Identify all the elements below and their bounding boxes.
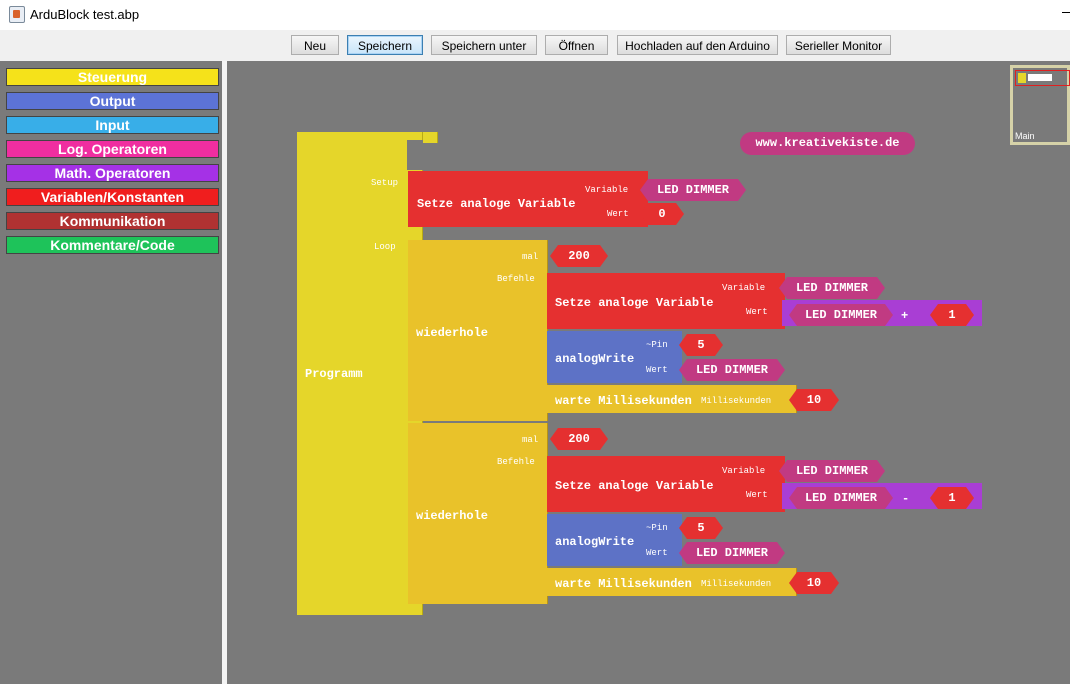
window-title: ArduBlock test.abp — [30, 7, 140, 22]
write-value-2[interactable]: LED DIMMER — [679, 542, 785, 564]
setup-variable-label: Variable — [585, 185, 629, 195]
repeat-title-1: wiederhole — [416, 326, 489, 340]
toolbar: Neu Speichern Speichern unter Öffnen Hoc… — [0, 30, 1070, 60]
category-output[interactable]: Output — [6, 92, 219, 110]
category-input[interactable]: Input — [6, 116, 219, 134]
repeat-block-2[interactable] — [408, 423, 548, 604]
ms-value-1[interactable]: 10 — [789, 389, 839, 411]
minimap-label: Main — [1015, 131, 1035, 141]
set-variable-title-2: Setze analoge Variable — [555, 479, 714, 493]
pin-label-2: ~Pin — [646, 523, 668, 533]
save-as-button[interactable]: Speichern unter — [431, 35, 537, 55]
ms-label-2: Millisekunden — [701, 579, 772, 589]
workspace-minimap[interactable]: Main — [1010, 65, 1070, 145]
program-block[interactable] — [297, 132, 423, 615]
setup-set-variable-block[interactable] — [408, 171, 648, 227]
new-button[interactable]: Neu — [291, 35, 339, 55]
pin-label-1: ~Pin — [646, 340, 668, 350]
repeat-times-label-1: mal — [522, 252, 539, 262]
category-log-operatoren[interactable]: Log. Operatoren — [6, 140, 219, 158]
ms-label-1: Millisekunden — [701, 396, 772, 406]
set-variable-block-2[interactable] — [547, 456, 785, 512]
repeat-times-label-2: mal — [522, 435, 539, 445]
set-variable-name-2[interactable]: LED DIMMER — [779, 460, 885, 482]
serial-monitor-button[interactable]: Serieller Monitor — [786, 35, 891, 55]
set-variable-block-1[interactable] — [547, 273, 785, 329]
ms-value-2[interactable]: 10 — [789, 572, 839, 594]
split-pane-divider[interactable] — [222, 61, 227, 684]
wait-title-2: warte Millisekunden — [555, 577, 692, 591]
expr-variable-1[interactable]: LED DIMMER — [789, 304, 893, 326]
program-label: Programm — [305, 367, 363, 381]
setup-value-number[interactable]: 0 — [640, 203, 684, 225]
setup-variable-name[interactable]: LED DIMMER — [640, 179, 746, 201]
analog-write-block-2[interactable] — [547, 514, 682, 566]
set-variable-title-1: Setze analoge Variable — [555, 296, 714, 310]
wait-block-1[interactable] — [547, 385, 797, 413]
set-value-label-1: Wert — [746, 307, 768, 317]
repeat-commands-label-1: Befehle — [497, 274, 535, 284]
analog-write-title-2: analogWrite — [555, 535, 635, 549]
category-kommentare-code[interactable]: Kommentare/Code — [6, 236, 219, 254]
expr-operator-2[interactable]: - — [902, 492, 910, 506]
java-app-icon — [9, 6, 25, 23]
save-button[interactable]: Speichern — [347, 35, 423, 55]
set-variable-label-1: Variable — [722, 283, 766, 293]
pin-number-2[interactable]: 5 — [679, 517, 723, 539]
set-variable-label-2: Variable — [722, 466, 766, 476]
repeat-times-2[interactable]: 200 — [550, 428, 608, 450]
open-button[interactable]: Öffnen — [545, 35, 608, 55]
analog-write-title-1: analogWrite — [555, 352, 635, 366]
expr-value-1[interactable]: 1 — [930, 304, 974, 326]
title-bar: ArduBlock test.abp — [0, 0, 1070, 30]
upload-arduino-button[interactable]: Hochladen auf den Arduino — [617, 35, 778, 55]
category-kommunikation[interactable]: Kommunikation — [6, 212, 219, 230]
setup-slot — [407, 140, 438, 170]
setup-set-variable-title: Setze analoge Variable — [417, 197, 576, 211]
expr-variable-2[interactable]: LED DIMMER — [789, 487, 893, 509]
set-variable-name-1[interactable]: LED DIMMER — [779, 277, 885, 299]
comment-block-url[interactable]: www.kreativekiste.de — [740, 132, 915, 155]
minimize-icon[interactable] — [1062, 12, 1070, 13]
block-palette: Steuerung Output Input Log. Operatoren M… — [0, 61, 222, 684]
set-value-label-2: Wert — [746, 490, 768, 500]
wait-title-1: warte Millisekunden — [555, 394, 692, 408]
repeat-title-2: wiederhole — [416, 509, 489, 523]
repeat-block-1[interactable] — [408, 240, 548, 421]
repeat-commands-label-2: Befehle — [497, 457, 535, 467]
expr-operator-1[interactable]: + — [901, 309, 909, 323]
loop-label: Loop — [374, 242, 396, 252]
analog-write-block-1[interactable] — [547, 331, 682, 383]
minimap-viewport[interactable] — [1015, 70, 1070, 86]
write-value-label-1: Wert — [646, 365, 668, 375]
pin-number-1[interactable]: 5 — [679, 334, 723, 356]
setup-value-label: Wert — [607, 209, 629, 219]
write-value-label-2: Wert — [646, 548, 668, 558]
category-math-operatoren[interactable]: Math. Operatoren — [6, 164, 219, 182]
block-canvas[interactable]: Programm Setup Loop www.kreativekiste.de… — [227, 61, 1070, 684]
repeat-times-1[interactable]: 200 — [550, 245, 608, 267]
category-steuerung[interactable]: Steuerung — [6, 68, 219, 86]
expr-value-2[interactable]: 1 — [930, 487, 974, 509]
program-notch — [423, 132, 438, 143]
category-variablen-konstanten[interactable]: Variablen/Konstanten — [6, 188, 219, 206]
write-value-1[interactable]: LED DIMMER — [679, 359, 785, 381]
setup-label: Setup — [371, 178, 399, 188]
